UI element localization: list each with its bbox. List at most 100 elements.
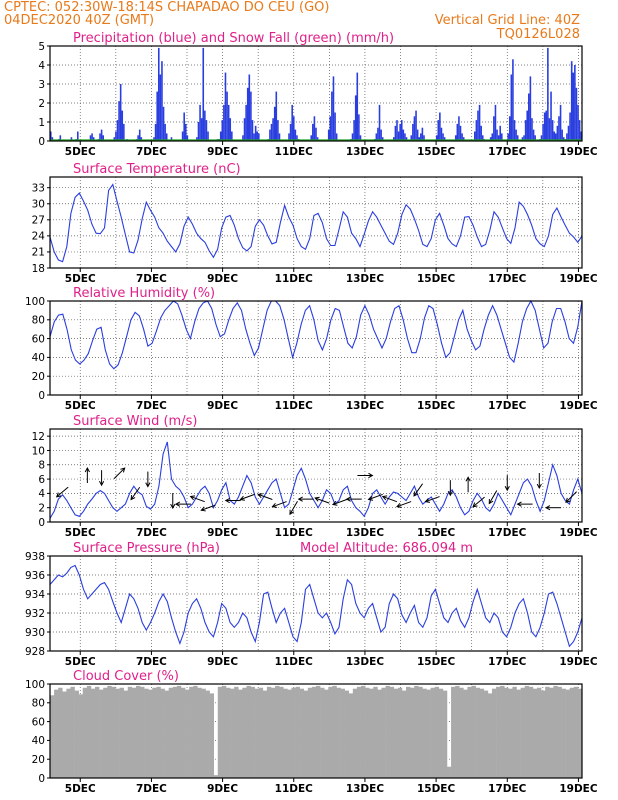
cloud-bar [115,688,120,778]
precip-bar [116,120,119,141]
precip-bar [497,135,500,141]
precip-bar [197,122,200,141]
precip-bar [156,91,158,141]
cloud-bar [528,686,534,778]
wind-arrow [413,483,424,497]
panel-frame [49,555,583,652]
precip-bar [113,137,116,141]
precip-bar [475,120,478,141]
cloud-bar [303,690,309,778]
pressure-title: Surface Pressure (hPa) [73,541,220,556]
wind-arrow [544,505,562,511]
cloud-bar [275,685,280,778]
wind-title: Surface Wind (m/s) [73,414,197,429]
precip-bar [200,118,203,141]
cloud-bar [377,689,382,778]
y-tick-label: 936 [25,570,45,582]
cloud-bar [140,686,145,778]
precip-bar [548,118,551,141]
precip-bar [312,123,314,141]
wind-arrow [200,504,216,512]
precip-bar [531,118,533,141]
cloud-title: Cloud Cover (%) [73,669,179,684]
x-tick-label: 7DEC [136,656,167,668]
x-tick-label: 19DEC [559,146,598,158]
cloud-bar [234,686,239,778]
precip-bar [334,112,336,141]
precip-bar [313,116,316,141]
precip-bar [569,112,571,141]
x-tick-label: 5DEC [65,146,96,158]
wind-arrow [145,471,151,488]
precip-bar [219,131,222,141]
cloud-bar [414,685,419,778]
precip-bar [221,120,224,141]
precip-bar [278,133,281,141]
precip-bar [315,127,317,141]
precip-bar [534,135,536,141]
cloud-bar [532,688,538,778]
precip-bar [288,133,290,141]
y-tick-label: 100 [25,296,45,308]
y-tick-label: 0 [38,773,45,785]
cloud-bar [58,687,63,778]
wind-arrow [297,496,314,502]
cloud-bar [176,685,182,778]
cloud-bar [340,688,345,778]
precip-bar [456,123,459,141]
precip-bar [499,125,502,141]
cloud-bar [549,687,554,778]
precip-bar [570,61,573,142]
humidity-title: Relative Humidity (%) [73,286,215,301]
x-tick-label: 9DEC [207,146,238,158]
precip-bar [458,116,460,141]
cloud-bar [193,685,198,778]
precip-bar [574,65,576,141]
x-tick-label: 17DEC [488,273,527,285]
precip-bar [153,137,155,141]
precip-bar [510,74,513,141]
y-tick-label: 0 [38,517,45,529]
precip-bar [157,47,160,141]
x-tick-label: 11DEC [275,273,314,285]
temperature-series-line [49,183,583,263]
precip-bar [416,129,419,141]
panel-frame [49,683,583,779]
precip-bar [577,104,579,141]
precip-bar [412,123,414,141]
precip-bar [543,112,546,141]
precip-bar [351,133,354,141]
cloud-bar [324,689,329,778]
precip-bar [353,120,355,141]
precip-bar [396,120,398,141]
x-tick-label: 9DEC [207,656,238,668]
cloud-bar [279,686,284,778]
precip-bar [529,76,532,141]
cloud-bar [283,688,288,778]
precip-bar [404,133,406,141]
precip-bar [513,120,516,141]
precip-bar [480,125,482,141]
cloud-bar [467,686,472,778]
cloud-bar [119,687,124,778]
wind-arrow [189,495,205,503]
x-tick-label: 15DEC [417,146,456,158]
precip-bar [331,91,333,141]
precip-bar [559,104,562,141]
cloud-bar [189,686,194,778]
precip-bar [289,123,292,141]
cloud-bar [561,688,566,778]
x-tick-label: 15DEC [417,783,456,795]
precip-bar [423,135,425,141]
x-tick-label: 11DEC [275,146,314,158]
wind-arrow [488,490,498,505]
precip-bar [258,133,260,141]
precip-bar [231,131,233,141]
precip-bar [558,116,560,141]
precip-bar [354,95,357,141]
precip-bar [580,131,582,141]
cloud-bar [516,689,521,778]
wind-arrow [447,480,453,497]
x-tick-label: 19DEC [559,400,598,412]
precip-bar [316,137,319,141]
